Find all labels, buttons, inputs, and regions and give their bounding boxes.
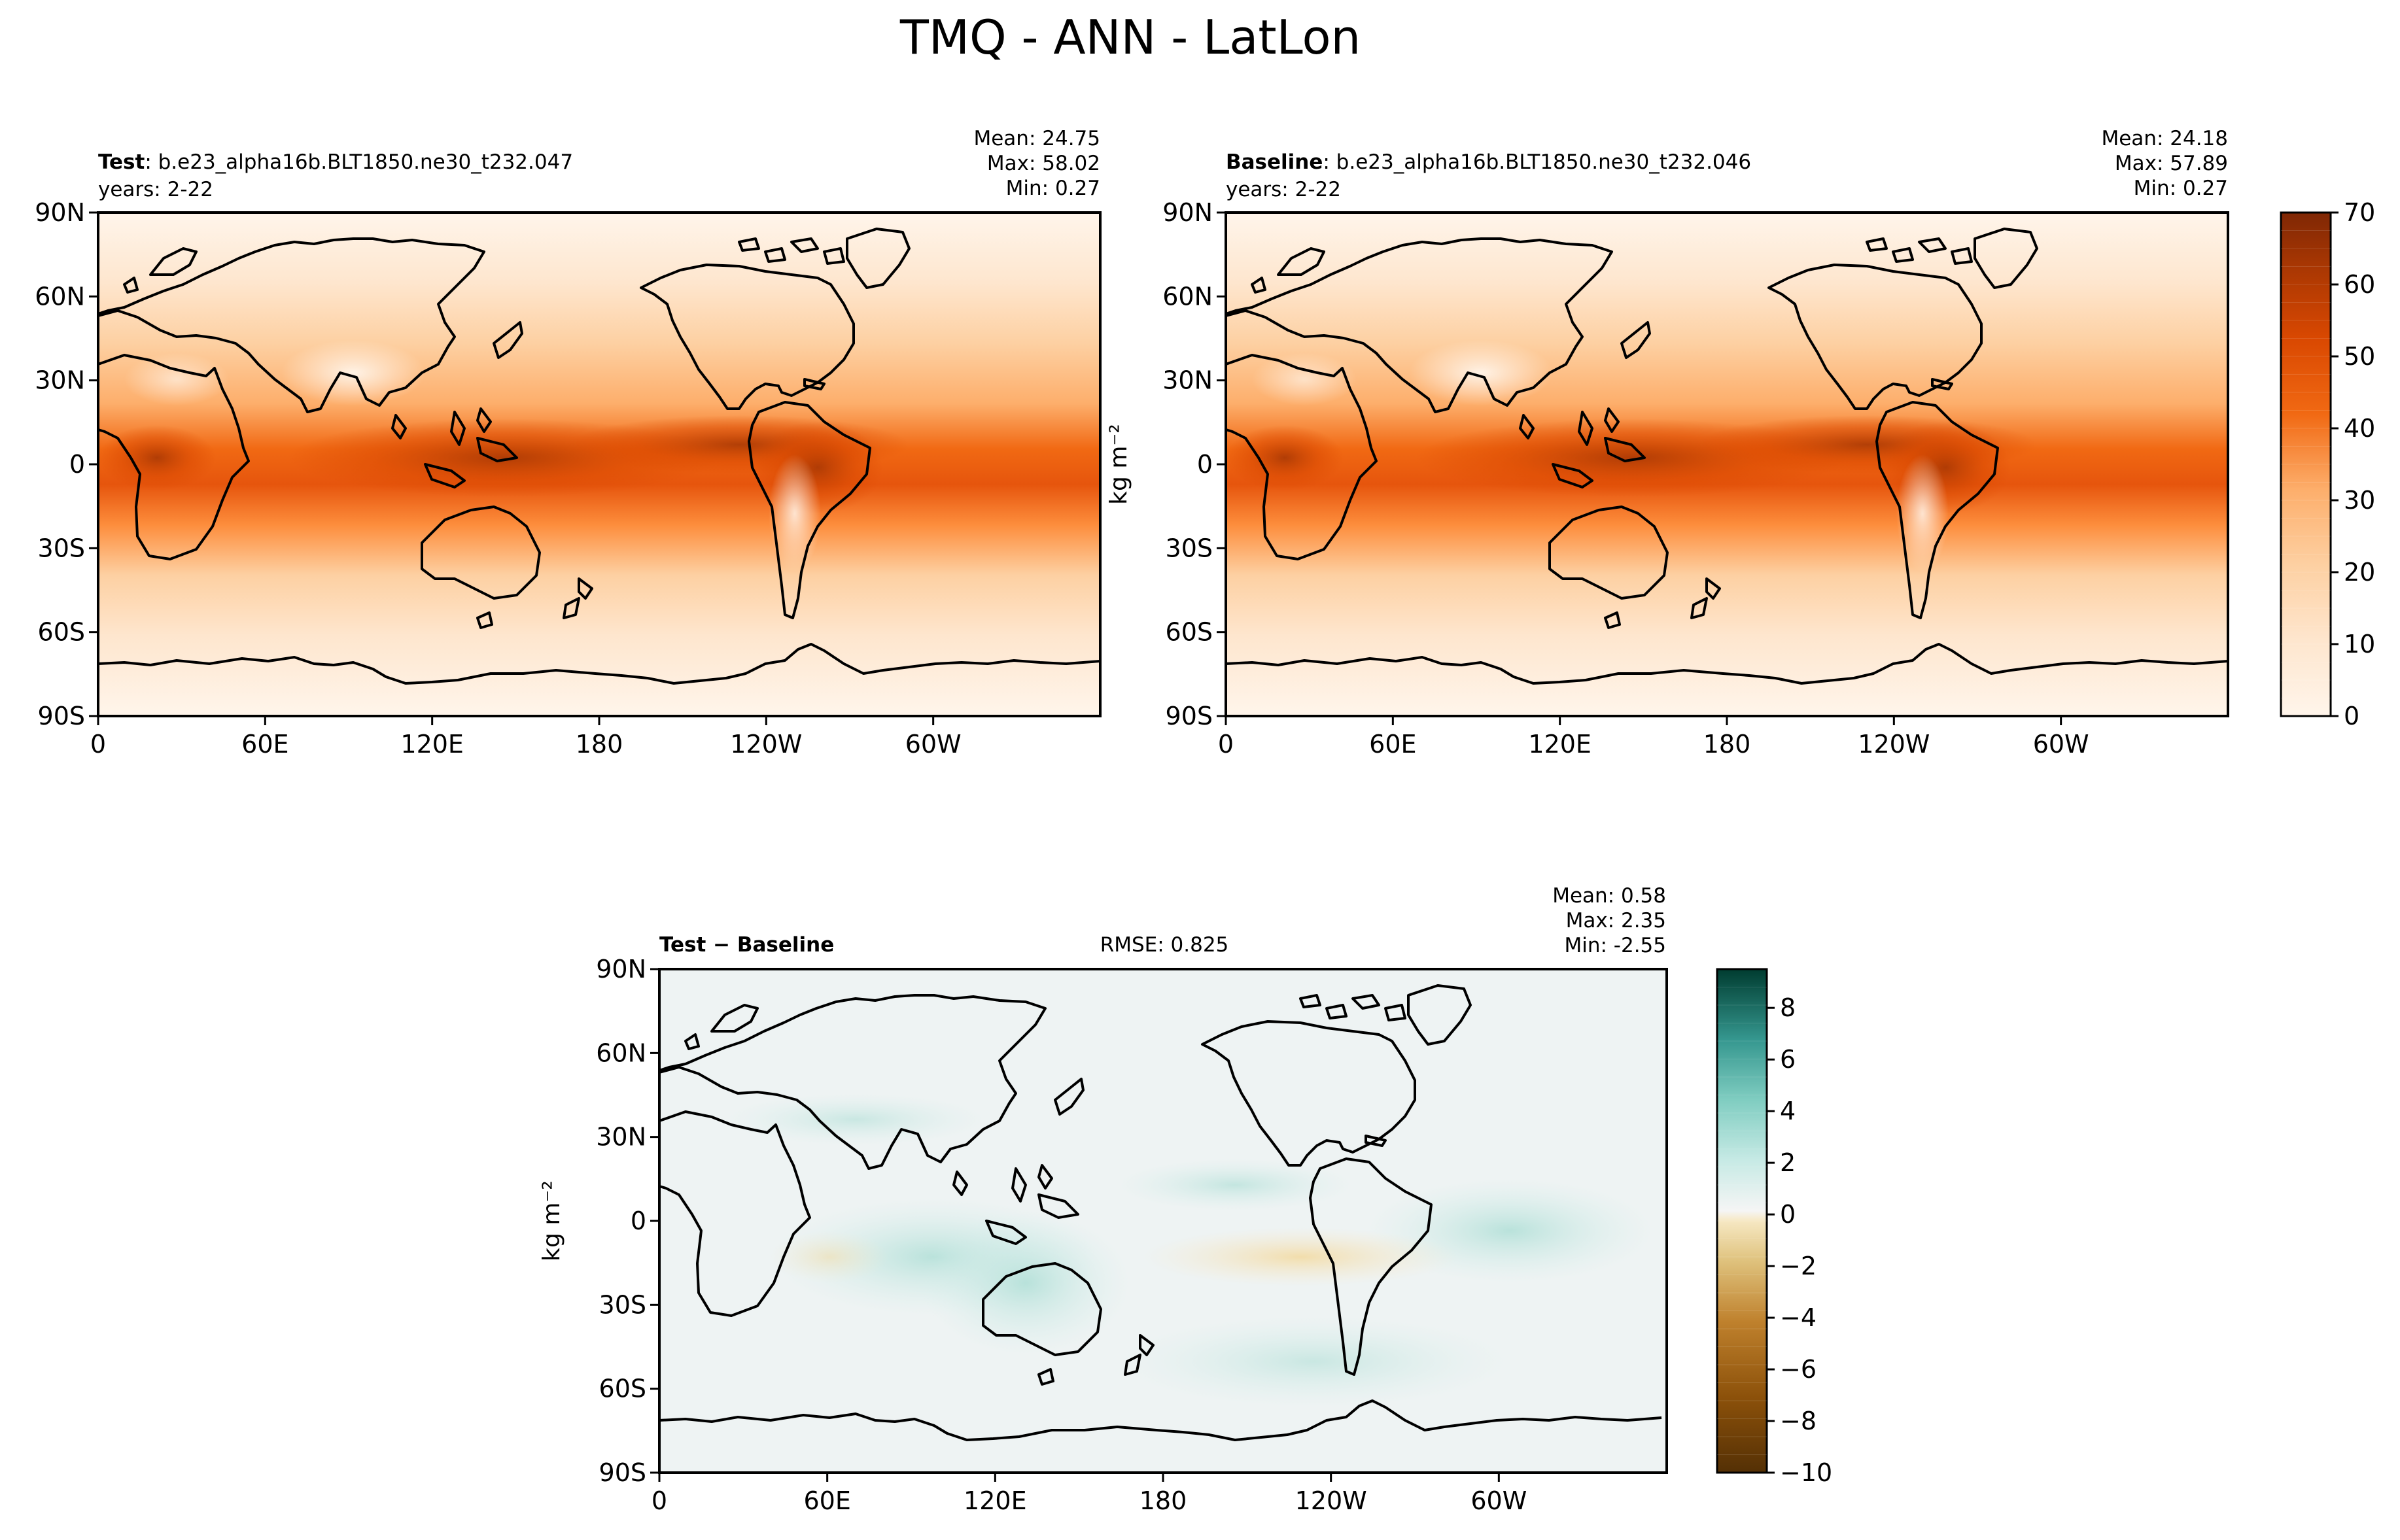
test-lat-tick-label: 90N: [35, 198, 85, 227]
diff-lat-tick-label: 30S: [599, 1290, 646, 1319]
baseline-lon-tick-label: 60W: [2033, 730, 2089, 759]
diff-colorbar: [1716, 968, 1768, 1474]
abs-colorbar-tick-label: 30: [2344, 486, 2375, 515]
baseline-lat-tick-label: 30N: [1162, 366, 1213, 395]
test-lat-tick-label: 0: [69, 450, 85, 479]
test-years: years: 2-22: [98, 178, 213, 201]
figure-title: TMQ - ANN - LatLon: [899, 10, 1361, 65]
baseline-lat-tick-label: 60S: [1166, 618, 1213, 647]
diff-units-label: kg m⁻²: [538, 1180, 565, 1261]
baseline-label-rest: : b.e23_alpha16b.BLT1850.ne30_t232.046: [1323, 150, 1751, 174]
test-panel: Test: b.e23_alpha16b.BLT1850.ne30_t232.0…: [97, 127, 1102, 717]
abs-colorbar-tick-label: 60: [2344, 270, 2375, 299]
test-lat-tick-label: 60S: [38, 618, 85, 647]
test-label-rest: : b.e23_alpha16b.BLT1850.ne30_t232.047: [145, 150, 573, 174]
abs-colorbar-tick-label: 20: [2344, 558, 2375, 587]
diff-lon-tick-label: 120E: [964, 1486, 1027, 1515]
test-label-bold: Test: [98, 150, 145, 174]
baseline-stat-max: Max: 57.89: [2115, 152, 2228, 175]
test-lat-tick-label: 60N: [35, 282, 85, 311]
baseline-lon-tick-label: 180: [1703, 730, 1751, 759]
test-lat-tick-label: 30S: [38, 534, 85, 562]
baseline-years: years: 2-22: [1226, 178, 1341, 201]
diff-rmse: RMSE: 0.825: [1100, 933, 1229, 957]
test-lon-tick-label: 180: [576, 730, 623, 759]
test-lon-tick-label: 0: [90, 730, 106, 759]
test-lat-tick-label: 90S: [38, 702, 85, 730]
baseline-label: Baseline: b.e23_alpha16b.BLT1850.ne30_t2…: [1226, 150, 1751, 174]
test-lon-tick-label: 60E: [241, 730, 288, 759]
diff-panel: Test − Baseline RMSE: 0.825 Mean: 0.58 M…: [658, 884, 1668, 1474]
test-lon-tick-label: 120E: [400, 730, 464, 759]
diff-lon-tick-label: 60E: [803, 1486, 850, 1515]
abs-colorbar-tick-label: 10: [2344, 630, 2375, 659]
diff-colorbar-tick-label: 0: [1780, 1200, 1796, 1229]
diff-colorbar-tick-label: −6: [1780, 1355, 1817, 1384]
diff-lon-tick-label: 60W: [1470, 1486, 1527, 1515]
test-stat-mean: Mean: 24.75: [973, 127, 1100, 150]
diff-lat-tick-label: 60N: [596, 1038, 646, 1067]
diff-colorbar-tick-label: 2: [1780, 1148, 1796, 1177]
diff-map: [658, 968, 1668, 1474]
diff-colorbar-tick-label: 4: [1780, 1097, 1796, 1125]
diff-label: Test − Baseline: [659, 933, 834, 957]
abs-colorbar: [2280, 211, 2332, 717]
abs-colorbar-tick-label: 70: [2344, 198, 2375, 227]
test-stat-min: Min: 0.27: [1006, 177, 1100, 200]
baseline-lon-tick-label: 0: [1218, 730, 1234, 759]
baseline-lat-tick-label: 0: [1197, 450, 1213, 479]
baseline-map: [1225, 211, 2229, 717]
diff-stat-max: Max: 2.35: [1566, 909, 1666, 933]
test-lon-tick-label: 60W: [905, 730, 962, 759]
abs-colorbar-tick-label: 40: [2344, 414, 2375, 443]
test-lon-tick-label: 120W: [730, 730, 802, 759]
baseline-lat-tick-label: 30S: [1166, 534, 1213, 562]
diff-colorbar-tick-label: 6: [1780, 1045, 1796, 1074]
diff-lat-tick-label: 90N: [596, 955, 646, 984]
diff-lat-tick-label: 60S: [599, 1375, 646, 1403]
diff-stat-mean: Mean: 0.58: [1552, 884, 1666, 908]
test-label: Test: b.e23_alpha16b.BLT1850.ne30_t232.0…: [98, 150, 573, 174]
diff-lat-tick-label: 90S: [599, 1458, 646, 1487]
baseline-lat-tick-label: 90S: [1166, 702, 1213, 730]
diff-lon-tick-label: 0: [652, 1486, 667, 1515]
baseline-lat-tick-label: 60N: [1162, 282, 1213, 311]
baseline-stat-min: Min: 0.27: [2134, 177, 2228, 200]
diff-lon-tick-label: 120W: [1295, 1486, 1367, 1515]
diff-lon-tick-label: 180: [1139, 1486, 1187, 1515]
diff-colorbar-tick-label: −8: [1780, 1407, 1817, 1435]
diff-colorbar-tick-label: 8: [1780, 993, 1796, 1022]
abs-colorbar-tick-label: 0: [2344, 702, 2359, 730]
diff-lat-tick-label: 30N: [596, 1123, 646, 1152]
test-lat-tick-label: 30N: [35, 366, 85, 395]
test-map: [97, 211, 1102, 717]
baseline-lon-tick-label: 120W: [1858, 730, 1930, 759]
baseline-stat-mean: Mean: 24.18: [2101, 127, 2228, 150]
diff-stat-min: Min: -2.55: [1564, 934, 1666, 957]
baseline-lon-tick-label: 120E: [1528, 730, 1591, 759]
baseline-lat-tick-label: 90N: [1162, 198, 1213, 227]
diff-lat-tick-label: 0: [631, 1206, 646, 1235]
baseline-units-label: kg m⁻²: [1105, 424, 1132, 505]
diff-colorbar-tick-label: −4: [1780, 1303, 1817, 1332]
test-stat-max: Max: 58.02: [987, 152, 1100, 175]
baseline-panel: Baseline: b.e23_alpha16b.BLT1850.ne30_t2…: [1225, 127, 2229, 717]
abs-colorbar-tick-label: 50: [2344, 342, 2375, 371]
baseline-lon-tick-label: 60E: [1369, 730, 1416, 759]
baseline-label-bold: Baseline: [1226, 150, 1323, 174]
diff-colorbar-tick-label: −10: [1780, 1458, 1832, 1487]
diff-colorbar-tick-label: −2: [1780, 1252, 1817, 1280]
